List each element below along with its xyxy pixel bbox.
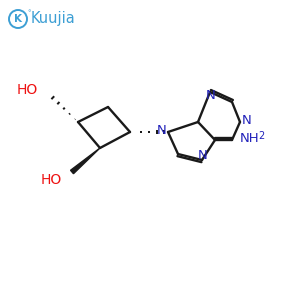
Text: NH: NH — [240, 133, 260, 146]
Text: Kuujia: Kuujia — [31, 11, 76, 26]
Text: °: ° — [28, 10, 31, 16]
Text: HO: HO — [41, 173, 62, 187]
Text: N: N — [198, 149, 208, 162]
Polygon shape — [70, 148, 100, 174]
Text: K: K — [14, 14, 22, 24]
Text: N: N — [206, 89, 216, 102]
Text: 2: 2 — [258, 131, 264, 141]
Text: HO: HO — [17, 83, 38, 97]
Text: N: N — [156, 124, 166, 137]
Text: N: N — [242, 115, 252, 128]
